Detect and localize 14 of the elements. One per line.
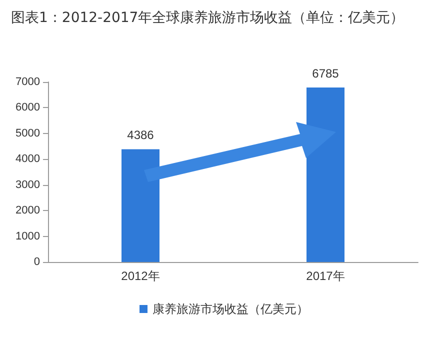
- y-tick-label: 1000: [16, 230, 40, 242]
- y-tick-label: 4000: [16, 153, 40, 166]
- x-tick-label: 2012年: [121, 269, 160, 283]
- y-tick-label: 0: [34, 256, 40, 268]
- legend-label: 康养旅游市场收益（亿美元）: [152, 302, 308, 316]
- x-tick-label: 2017年: [306, 269, 345, 283]
- y-tick-label: 5000: [16, 127, 40, 140]
- y-tick-label: 7000: [16, 76, 40, 88]
- y-tick-label: 3000: [16, 178, 40, 191]
- data-label: 4386: [127, 128, 154, 142]
- chart-title: 图表1：2012-2017年全球康养旅游市场收益（单位：亿美元）: [11, 10, 404, 26]
- y-tick-label: 6000: [16, 102, 40, 114]
- data-label: 6785: [312, 66, 340, 81]
- y-tick-label: 2000: [16, 204, 40, 217]
